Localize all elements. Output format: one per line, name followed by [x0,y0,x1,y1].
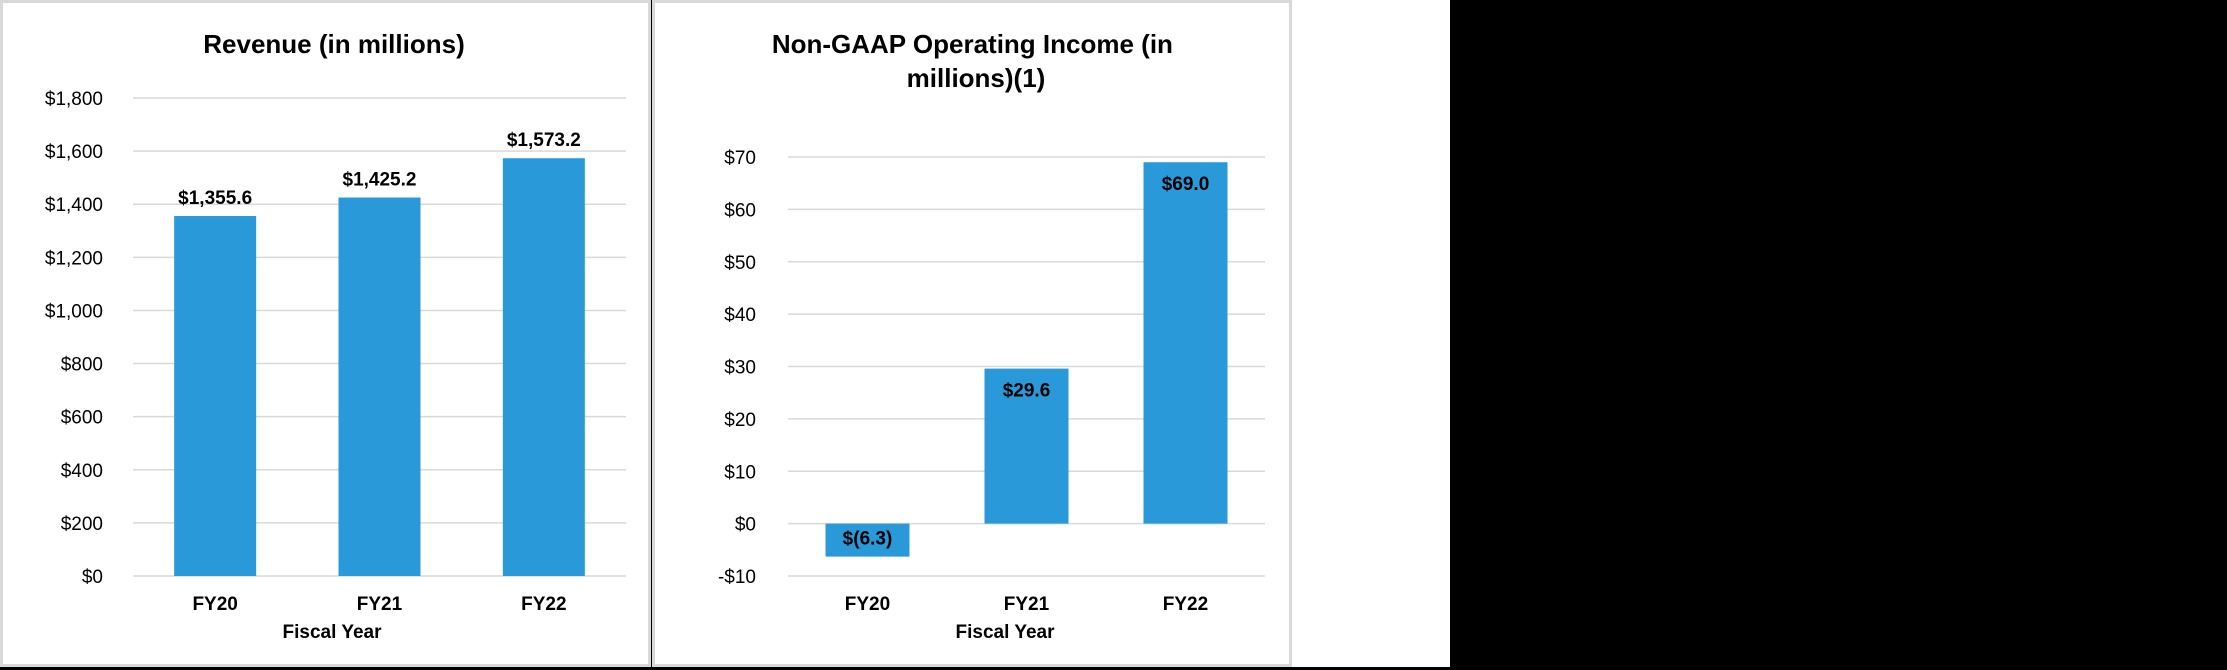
y-tick-label: $50 [724,253,756,274]
x-axis-title: Fiscal Year [283,622,383,643]
y-tick-label: $800 [61,355,103,376]
chart-title-line-2: millions)(1) [907,63,1046,93]
y-tick-label: $400 [61,461,103,482]
revenue-chart: Revenue (in millions) $0 $200 $400 $600 $800… [45,29,626,643]
chart-title: Revenue (in millions) [203,29,465,59]
y-tick-label: $10 [724,462,756,483]
x-axis-title: Fiscal Year [956,622,1056,643]
y-tick-label: $1,400 [45,195,103,216]
y-tick-label: $1,000 [45,301,103,322]
y-tick-label: $0 [735,515,756,536]
y-tick-label: $600 [61,408,103,429]
x-tick-label: FY21 [1004,594,1050,615]
data-label: $1,573.2 [507,130,581,151]
revenue-chart-panel: Revenue (in millions) $0 $200 $400 $600 $800… [0,0,651,667]
bar [174,216,257,577]
chart-title-line-1: Non-GAAP Operating Income (in [772,29,1173,59]
bar [984,368,1069,524]
operating-income-chart: Non-GAAP Operating Income (in millions)(… [718,29,1265,643]
x-tick-label: FY20 [845,594,890,615]
x-tick-label: FY20 [192,594,237,615]
bar [1143,162,1228,524]
x-tick-label: FY22 [1163,594,1208,615]
data-label: $1,425.2 [343,170,417,191]
y-tick-label: $60 [724,200,756,221]
data-label: $(6.3) [843,529,893,550]
bar [825,523,910,557]
blank-area [1292,0,1450,667]
y-tick-label: $1,600 [45,142,103,163]
data-label: $69.0 [1162,174,1210,195]
y-tick-label: $1,800 [45,89,103,110]
y-tick-label: $1,200 [45,248,103,269]
y-tick-label: -$10 [718,567,756,588]
y-tick-label: $0 [82,567,103,588]
bar [338,197,421,577]
y-tick-label: $20 [724,410,756,431]
y-tick-label: $70 [724,148,756,169]
x-tick-label: FY22 [521,594,566,615]
data-label: $29.6 [1003,381,1051,402]
y-tick-label: $40 [724,305,756,326]
x-tick-label: FY21 [357,594,403,615]
y-tick-label: $30 [724,358,756,379]
data-label: $1,355.6 [178,188,252,209]
bar [502,158,585,576]
operating-income-chart-panel: Non-GAAP Operating Income (in millions)(… [652,0,1292,667]
chart-title: Non-GAAP Operating Income (in millions)(… [772,29,1180,93]
y-tick-label: $200 [61,514,103,535]
